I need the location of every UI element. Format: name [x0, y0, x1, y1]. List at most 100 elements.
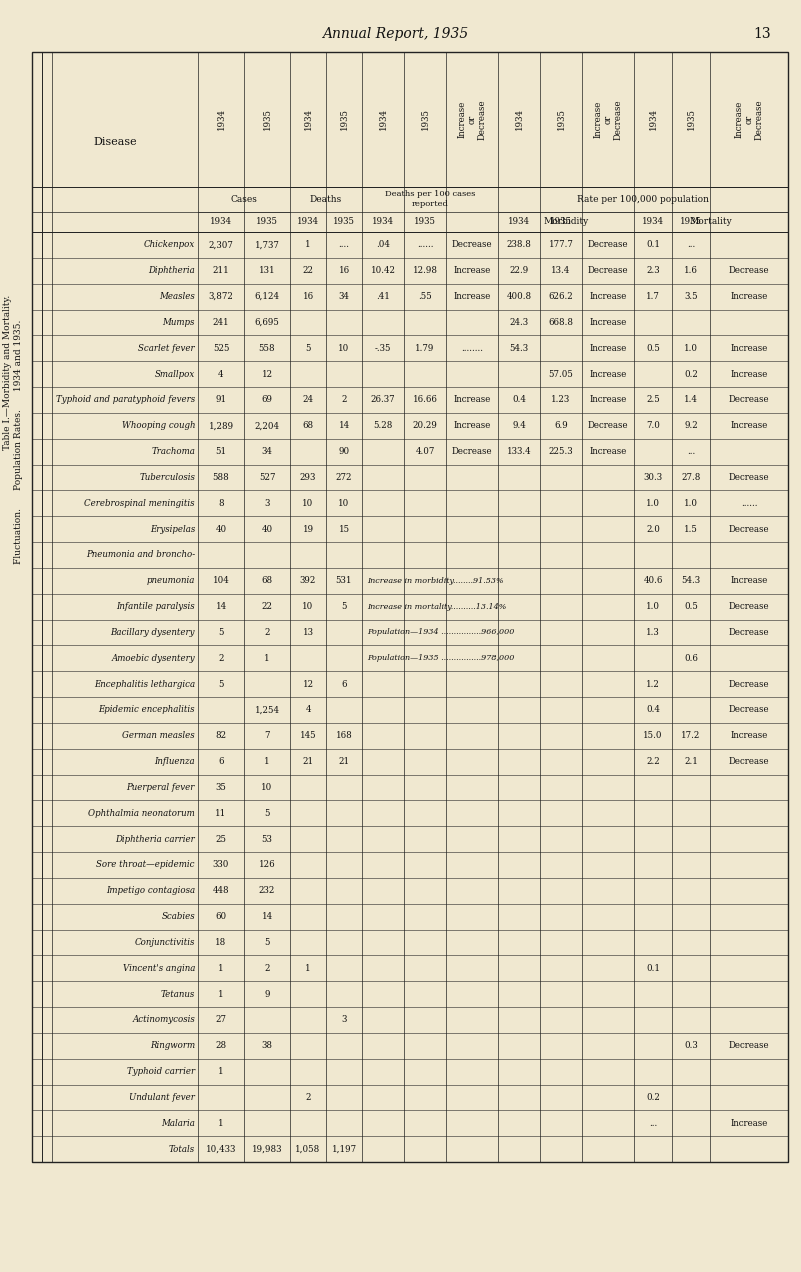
Text: Influenza: Influenza: [155, 757, 195, 766]
Text: 60: 60: [215, 912, 227, 921]
Text: Measles: Measles: [159, 293, 195, 301]
Text: 1: 1: [218, 1119, 223, 1128]
Text: Increase: Increase: [590, 396, 626, 404]
Text: 68: 68: [303, 421, 313, 430]
Text: 1935: 1935: [686, 108, 695, 131]
Text: 10: 10: [302, 499, 314, 508]
Text: 22: 22: [261, 602, 272, 611]
Text: Conjunctivitis: Conjunctivitis: [135, 937, 195, 946]
Text: 2.2: 2.2: [646, 757, 660, 766]
Text: 26.37: 26.37: [371, 396, 396, 404]
Text: 0.5: 0.5: [646, 343, 660, 352]
Text: Decrease: Decrease: [729, 524, 769, 533]
Text: Typhoid and paratyphoid fevers: Typhoid and paratyphoid fevers: [56, 396, 195, 404]
Text: Scabies: Scabies: [161, 912, 195, 921]
Text: 6,695: 6,695: [255, 318, 280, 327]
Text: Smallpox: Smallpox: [155, 370, 195, 379]
Text: 1.4: 1.4: [684, 396, 698, 404]
Text: Vincent's angina: Vincent's angina: [123, 964, 195, 973]
Text: ...: ...: [649, 1119, 657, 1128]
Text: 238.8: 238.8: [506, 240, 531, 249]
Text: 531: 531: [336, 576, 352, 585]
Text: .04: .04: [376, 240, 390, 249]
Text: Increase: Increase: [731, 1119, 767, 1128]
Text: 2: 2: [305, 1093, 311, 1102]
Text: Deaths: Deaths: [310, 195, 342, 204]
Text: 14: 14: [215, 602, 227, 611]
Text: Cerebrospinal meningitis: Cerebrospinal meningitis: [84, 499, 195, 508]
Text: Scarlet fever: Scarlet fever: [139, 343, 195, 352]
Text: 2,307: 2,307: [208, 240, 233, 249]
Text: ....: ....: [339, 240, 349, 249]
Text: 1935: 1935: [557, 108, 566, 131]
Text: Actinomycosis: Actinomycosis: [132, 1015, 195, 1024]
Text: Deaths per 100 cases: Deaths per 100 cases: [384, 191, 475, 198]
Text: 1,197: 1,197: [332, 1145, 356, 1154]
Text: 1935: 1935: [421, 108, 429, 131]
Text: Increase: Increase: [590, 318, 626, 327]
Text: 5: 5: [218, 679, 223, 688]
Text: 1.6: 1.6: [684, 266, 698, 275]
Text: 90: 90: [339, 446, 349, 457]
Text: 38: 38: [261, 1042, 272, 1051]
Text: 2: 2: [218, 654, 223, 663]
Text: 1: 1: [218, 990, 223, 999]
Text: Puerperal fever: Puerperal fever: [127, 784, 195, 792]
Text: 1934: 1934: [372, 218, 394, 226]
Text: Erysipelas: Erysipelas: [150, 524, 195, 533]
Text: 15: 15: [339, 524, 349, 533]
Text: Fluctuation.  Population Rates.  1934 and 1935.: Fluctuation. Population Rates. 1934 and …: [14, 319, 23, 565]
Text: 10: 10: [302, 602, 314, 611]
Text: 2: 2: [264, 964, 270, 973]
Text: 13: 13: [753, 27, 771, 41]
Text: Trachoma: Trachoma: [151, 446, 195, 457]
Text: Diphtheria: Diphtheria: [148, 266, 195, 275]
Text: 69: 69: [261, 396, 272, 404]
Text: 13.4: 13.4: [551, 266, 570, 275]
Text: 1935: 1935: [550, 218, 572, 226]
Text: Population—1935 ................978,000: Population—1935 ................978,000: [367, 654, 514, 663]
Text: Infantile paralysis: Infantile paralysis: [116, 602, 195, 611]
Text: 1.0: 1.0: [684, 499, 698, 508]
Text: 3: 3: [264, 499, 270, 508]
Text: 1934: 1934: [210, 218, 232, 226]
Text: -.35: -.35: [375, 343, 391, 352]
Text: .41: .41: [376, 293, 390, 301]
Text: 145: 145: [300, 731, 316, 740]
Text: Increase: Increase: [453, 293, 491, 301]
Text: 0.1: 0.1: [646, 240, 660, 249]
Text: 12: 12: [303, 679, 313, 688]
Text: Tetanus: Tetanus: [161, 990, 195, 999]
Text: 133.4: 133.4: [507, 446, 531, 457]
Text: 27: 27: [215, 1015, 227, 1024]
Text: 1.0: 1.0: [646, 499, 660, 508]
Text: 30.3: 30.3: [643, 473, 662, 482]
Text: Decrease: Decrease: [452, 240, 493, 249]
Text: 1,254: 1,254: [255, 706, 280, 715]
Text: German measles: German measles: [123, 731, 195, 740]
Text: 225.3: 225.3: [549, 446, 574, 457]
Text: Increase
or
Decrease: Increase or Decrease: [734, 99, 764, 140]
Text: Increase: Increase: [453, 266, 491, 275]
Text: ...: ...: [687, 446, 695, 457]
Text: 16: 16: [303, 293, 313, 301]
Text: Whooping cough: Whooping cough: [122, 421, 195, 430]
Text: 2.5: 2.5: [646, 396, 660, 404]
Text: 1934: 1934: [216, 108, 226, 131]
Text: 1935: 1935: [414, 218, 436, 226]
Text: 0.2: 0.2: [646, 1093, 660, 1102]
Text: Table I.—Morbidity and Mortality.: Table I.—Morbidity and Mortality.: [3, 294, 13, 449]
Text: 6.9: 6.9: [554, 421, 568, 430]
Text: 1,289: 1,289: [208, 421, 234, 430]
Text: Ophthalmia neonatorum: Ophthalmia neonatorum: [88, 809, 195, 818]
Text: 2: 2: [341, 396, 347, 404]
Text: 448: 448: [213, 887, 229, 895]
Text: 3,872: 3,872: [208, 293, 233, 301]
Text: Pneumonia and broncho-: Pneumonia and broncho-: [86, 551, 195, 560]
Text: 25: 25: [215, 834, 227, 843]
Text: 21: 21: [339, 757, 349, 766]
Text: ......: ......: [417, 240, 433, 249]
Text: 54.3: 54.3: [509, 343, 529, 352]
Text: pneumonia: pneumonia: [147, 576, 195, 585]
Text: 1935: 1935: [333, 218, 355, 226]
